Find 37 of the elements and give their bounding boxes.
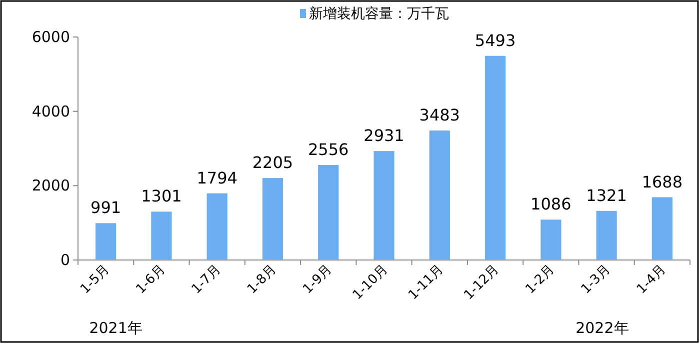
y-tick-label: 2000 <box>32 176 70 195</box>
data-label: 2931 <box>364 126 404 146</box>
bar <box>540 220 562 260</box>
x-tick-label: 1-2月 <box>522 262 558 298</box>
data-label: 1301 <box>141 186 182 206</box>
data-label: 1794 <box>196 168 238 188</box>
data-label: 2205 <box>252 153 294 172</box>
x-tick-label: 1-8月 <box>244 262 280 298</box>
bar <box>484 56 506 260</box>
bar <box>96 223 116 260</box>
bar <box>206 193 228 260</box>
data-label: 3483 <box>419 106 460 125</box>
y-tick-label: 4000 <box>32 102 70 120</box>
data-label: 1688 <box>642 172 683 192</box>
text: 2021年 <box>89 319 142 337</box>
data-label: 1321 <box>586 186 627 205</box>
bar <box>318 165 339 260</box>
data-label: 991 <box>90 198 122 218</box>
bar <box>151 212 172 260</box>
data-label: 2556 <box>308 140 349 159</box>
x-tick-label: 1-6月 <box>133 262 168 298</box>
x-tick-label: 1-9月 <box>300 262 336 298</box>
bar <box>596 210 617 260</box>
bar <box>374 151 394 260</box>
bar <box>652 197 672 260</box>
data-label: 1086 <box>530 194 572 214</box>
x-tick-label: 1-7月 <box>189 262 224 298</box>
x-tick-label: 1-3月 <box>578 262 614 298</box>
bar <box>429 130 450 260</box>
legend-label: 新增装机容量：万千瓦 <box>309 6 449 22</box>
text: 2022年 <box>576 319 629 337</box>
y-tick-label: 0 <box>60 251 70 269</box>
data-label: 5493 <box>474 30 516 50</box>
x-tick-label: 1-5月 <box>78 262 113 298</box>
x-tick-label: 1-4月 <box>634 262 670 298</box>
y-tick-label: 6000 <box>32 28 70 46</box>
bar <box>262 178 284 260</box>
